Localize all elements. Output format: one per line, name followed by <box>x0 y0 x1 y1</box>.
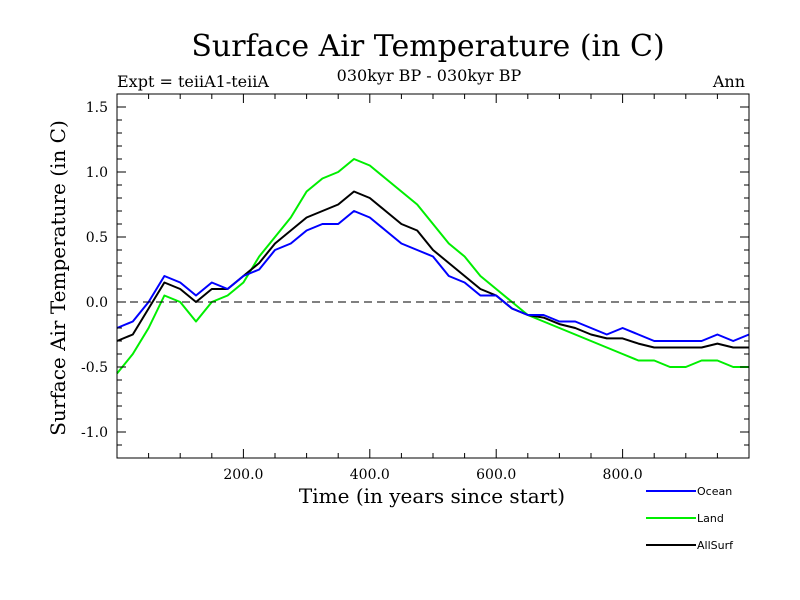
legend-label-allsurf: AllSurf <box>697 539 734 552</box>
x-tick-label: 800.0 <box>603 467 643 483</box>
chart-subtitle-left: Expt = teiiA1-teiiA <box>117 72 269 91</box>
plot-frame <box>116 93 750 459</box>
y-tick-label: -1.0 <box>81 425 108 441</box>
y-tick-label: 1.0 <box>86 165 108 181</box>
y-axis-label: Surface Air Temperature (in C) <box>46 120 70 436</box>
y-tick-label: -0.5 <box>81 360 108 376</box>
series-line-ocean <box>116 210 750 342</box>
legend-label-land: Land <box>697 512 724 525</box>
x-tick-label: 400.0 <box>350 467 390 483</box>
axes-layer: 200.0 400.0 600.0 800.0 -1.0 -0.5 0.0 0.5 1.0 1.5 <box>81 93 750 483</box>
series-line-land <box>116 158 749 375</box>
series-line-allsurf <box>116 190 749 349</box>
x-tick-label: 600.0 <box>476 467 516 483</box>
legend-label-ocean: Ocean <box>697 485 732 498</box>
legend: Ocean Land AllSurf <box>646 485 734 552</box>
y-tick-label: 1.5 <box>86 100 108 116</box>
x-tick-label: 200.0 <box>223 467 263 483</box>
chart-subtitle-center: 030kyr BP - 030kyr BP <box>337 66 522 85</box>
series-layer <box>116 158 750 375</box>
y-tick-label: 0.5 <box>86 230 108 246</box>
y-tick-label: 0.0 <box>86 295 108 311</box>
chart-subtitle-right: Ann <box>712 72 745 91</box>
x-axis-label: Time (in years since start) <box>299 484 565 508</box>
chart-title: Surface Air Temperature (in C) <box>191 29 664 64</box>
